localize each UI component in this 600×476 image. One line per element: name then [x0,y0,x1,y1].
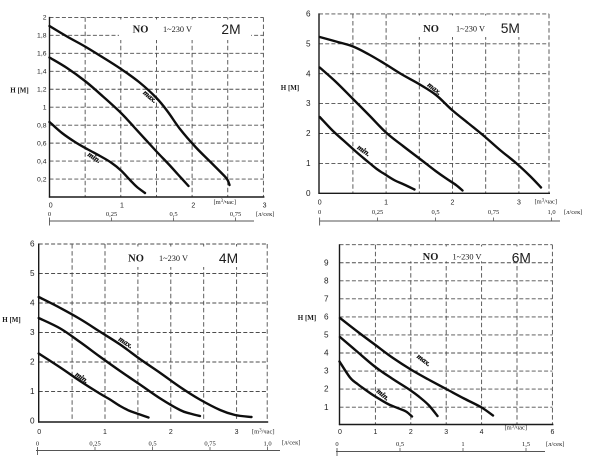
svg-text:1~230 V: 1~230 V [163,25,192,34]
svg-text:0: 0 [335,441,338,448]
svg-text:2: 2 [169,429,173,436]
svg-text:0: 0 [30,417,35,426]
svg-text:2: 2 [306,129,311,138]
svg-text:5: 5 [306,39,311,48]
svg-text:max.: max. [415,352,433,369]
svg-text:3: 3 [30,328,35,337]
svg-text:min.: min. [86,150,103,165]
svg-text:4: 4 [480,429,484,436]
svg-text:1,5: 1,5 [522,441,530,448]
svg-text:0,5: 0,5 [169,211,177,218]
svg-text:1~230 V: 1~230 V [453,253,482,262]
svg-text:1: 1 [324,403,329,412]
svg-text:1,8: 1,8 [37,33,47,40]
svg-text:2: 2 [451,200,455,207]
svg-text:5: 5 [30,269,35,278]
svg-text:1,2: 1,2 [37,87,47,94]
svg-text:0: 0 [318,209,321,216]
svg-text:1,6: 1,6 [37,51,47,58]
svg-text:4: 4 [306,69,311,78]
svg-text:2: 2 [409,429,413,436]
svg-text:H [M]: H [M] [2,316,20,324]
svg-text:H [M]: H [M] [10,86,28,94]
svg-text:NO: NO [423,252,439,263]
svg-text:[л/сек]: [л/сек] [256,211,274,218]
svg-text:0,75: 0,75 [230,211,241,218]
svg-text:1: 1 [120,203,124,210]
svg-text:8: 8 [324,276,329,285]
svg-text:1: 1 [306,159,311,168]
svg-text:4: 4 [30,299,35,308]
svg-text:0,5: 0,5 [396,441,404,448]
svg-text:1: 1 [373,429,377,436]
svg-text:0,5: 0,5 [432,209,440,216]
svg-text:1~230 V: 1~230 V [456,25,485,34]
svg-text:1,4: 1,4 [37,69,47,76]
svg-text:1,0: 1,0 [548,209,556,216]
svg-text:[л/сек]: [л/сек] [564,209,582,216]
svg-text:[л/сек]: [л/сек] [546,441,564,448]
svg-text:0: 0 [318,200,322,207]
svg-text:0,75: 0,75 [488,209,499,216]
svg-text:min.: min. [375,387,392,403]
svg-text:2: 2 [191,203,195,210]
svg-text:1: 1 [384,200,388,207]
svg-text:3: 3 [263,203,267,210]
svg-text:[m3/час]: [m3/час] [505,425,528,432]
svg-text:1: 1 [30,387,35,396]
svg-text:H [M]: H [M] [298,314,316,322]
svg-text:2M: 2M [221,22,240,37]
svg-text:1: 1 [461,441,464,448]
svg-text:0: 0 [36,440,39,447]
svg-text:2: 2 [43,15,47,22]
svg-text:6: 6 [306,10,311,19]
svg-text:0,8: 0,8 [37,122,47,129]
svg-text:0: 0 [37,429,41,436]
svg-text:0,5: 0,5 [148,440,156,447]
svg-text:1: 1 [103,429,107,436]
svg-text:3: 3 [444,429,448,436]
svg-text:2: 2 [30,358,35,367]
svg-text:7: 7 [324,294,329,303]
svg-text:min.: min. [74,370,91,386]
svg-text:0,75: 0,75 [204,440,215,447]
svg-text:[m3/час]: [m3/час] [214,199,237,206]
svg-text:6: 6 [30,240,35,249]
svg-text:0: 0 [48,211,51,218]
svg-text:NO: NO [423,24,439,35]
svg-text:0: 0 [306,189,311,198]
svg-text:NO: NO [133,25,149,36]
svg-text:3: 3 [324,367,329,376]
svg-text:1: 1 [43,105,47,112]
svg-text:6: 6 [550,429,554,436]
svg-text:5: 5 [324,331,329,340]
svg-text:6M: 6M [512,250,531,265]
svg-text:5M: 5M [501,21,520,36]
svg-text:0,4: 0,4 [37,158,47,165]
svg-text:[m3/час]: [m3/час] [252,429,275,436]
svg-text:4: 4 [324,349,329,358]
svg-text:1,0: 1,0 [263,440,271,447]
svg-text:4M: 4M [219,251,238,266]
svg-text:[m3/час]: [m3/час] [535,199,558,206]
svg-text:0,25: 0,25 [106,211,117,218]
svg-text:3: 3 [235,429,239,436]
svg-text:NO: NO [128,254,144,265]
svg-text:0,25: 0,25 [89,440,100,447]
svg-text:min.: min. [356,143,373,159]
svg-text:[л/сек]: [л/сек] [282,440,300,447]
svg-text:0: 0 [49,203,53,210]
svg-text:0,2: 0,2 [37,176,47,183]
svg-text:2: 2 [324,385,329,394]
svg-text:6: 6 [324,313,329,322]
svg-text:0,6: 0,6 [37,140,47,147]
svg-text:1~230 V: 1~230 V [159,254,188,263]
svg-text:0,25: 0,25 [372,209,383,216]
svg-text:0: 0 [338,429,342,436]
svg-text:3: 3 [517,200,521,207]
svg-text:H [M]: H [M] [281,84,299,92]
svg-text:3: 3 [306,99,311,108]
svg-text:9: 9 [324,258,329,267]
